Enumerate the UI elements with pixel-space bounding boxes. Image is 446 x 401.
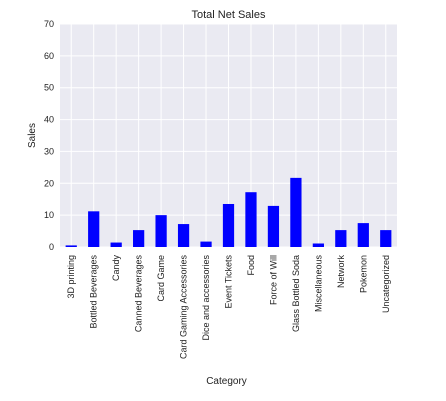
bars [65, 177, 392, 247]
y-tick-label: 20 [44, 178, 54, 188]
bar-pokemon [357, 223, 369, 247]
bar-canned-beverages [133, 230, 145, 247]
grid-lines [60, 23, 397, 248]
x-tick-label: Card Game [156, 255, 166, 302]
bar-network [335, 230, 347, 247]
y-tick-labels: 0 10 20 30 40 50 60 70 [44, 19, 54, 252]
bar-bottled-beverages [88, 211, 100, 247]
x-tick-label: Bottled Beverages [89, 255, 99, 329]
x-tick-labels: 3D printing Bottled Beverages Candy Canned … [66, 255, 391, 360]
y-tick-label: 70 [44, 19, 54, 29]
x-tick-label: Food [246, 255, 256, 276]
x-axis-label: Category [206, 376, 247, 387]
x-tick-label: Event Tickets [224, 255, 234, 309]
bar-uncategorized [380, 230, 392, 247]
y-axis-label: Sales [27, 123, 38, 148]
bar-glass-bottled-soda [290, 177, 302, 247]
bar-card-game [155, 215, 167, 247]
x-tick-label: Force of Will [268, 255, 278, 305]
bar-event-tickets [222, 203, 235, 247]
y-tick-label: 0 [49, 242, 54, 252]
x-tick-label: 3D printing [66, 255, 76, 299]
bar-3d-printing [65, 245, 77, 247]
y-tick-label: 60 [44, 51, 54, 61]
x-tick-label: Card Gaming Accessories [179, 255, 189, 360]
chart-title: Total Net Sales [192, 9, 266, 21]
y-tick-label: 30 [44, 146, 54, 156]
y-tick-label: 40 [44, 115, 54, 125]
x-tick-label: Pokemon [358, 255, 368, 293]
bar-food [245, 192, 257, 247]
bar-force-of-will [267, 205, 280, 247]
x-tick-label: Miscellaneous [313, 255, 323, 313]
bar-candy [110, 242, 122, 247]
x-tick-label: Glass Bottled Soda [291, 255, 301, 332]
y-tick-label: 10 [44, 210, 54, 220]
x-tick-label: Uncategorized [381, 255, 391, 313]
x-tick-label: Candy [111, 255, 121, 282]
x-tick-label: Dice and accessories [201, 255, 211, 341]
x-tick-label: Canned Beverages [134, 255, 144, 333]
bar-miscellaneous [312, 243, 324, 247]
bar-dice-and-accessories [200, 241, 212, 247]
bar-card-gaming-accessories [177, 224, 190, 247]
x-tick-label: Network [336, 255, 346, 289]
y-tick-label: 50 [44, 83, 54, 93]
